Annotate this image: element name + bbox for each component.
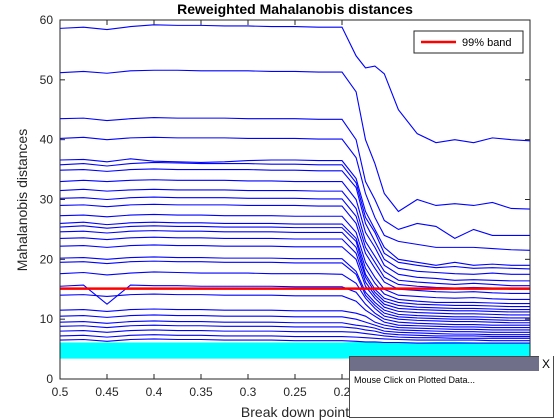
popup-close-button[interactable]: X xyxy=(539,356,553,372)
x-tick-label: 0.3 xyxy=(240,385,257,399)
x-tick-label: 0.45 xyxy=(95,385,119,399)
legend-label: 99% band xyxy=(462,37,512,49)
y-tick-label: 20 xyxy=(40,252,54,266)
low-distance-trace xyxy=(60,347,530,348)
x-tick-label: 0.4 xyxy=(146,385,163,399)
x-tick-label: 0.5 xyxy=(52,385,69,399)
y-tick-label: 40 xyxy=(40,133,54,147)
popup-message: Mouse Click on Plotted Data... xyxy=(354,375,475,385)
y-axis-label: Mahalanobis distances xyxy=(14,129,30,271)
y-tick-label: 30 xyxy=(40,193,54,207)
popup-title-bar[interactable] xyxy=(350,357,539,371)
low-distance-trace xyxy=(60,353,530,354)
y-tick-label: 0 xyxy=(46,372,53,386)
x-tick-label: 0.25 xyxy=(283,385,307,399)
y-tick-label: 50 xyxy=(40,73,54,87)
x-tick-label: 0.35 xyxy=(189,385,213,399)
chart-title: Reweighted Mahalanobis distances xyxy=(177,1,413,17)
y-tick-label: 60 xyxy=(40,13,54,27)
data-cursor-popup: X Mouse Click on Plotted Data... xyxy=(349,356,554,418)
plot-area xyxy=(60,20,530,379)
x-axis-label: Break down point xyxy=(241,404,349,420)
y-tick-label: 10 xyxy=(40,312,54,326)
